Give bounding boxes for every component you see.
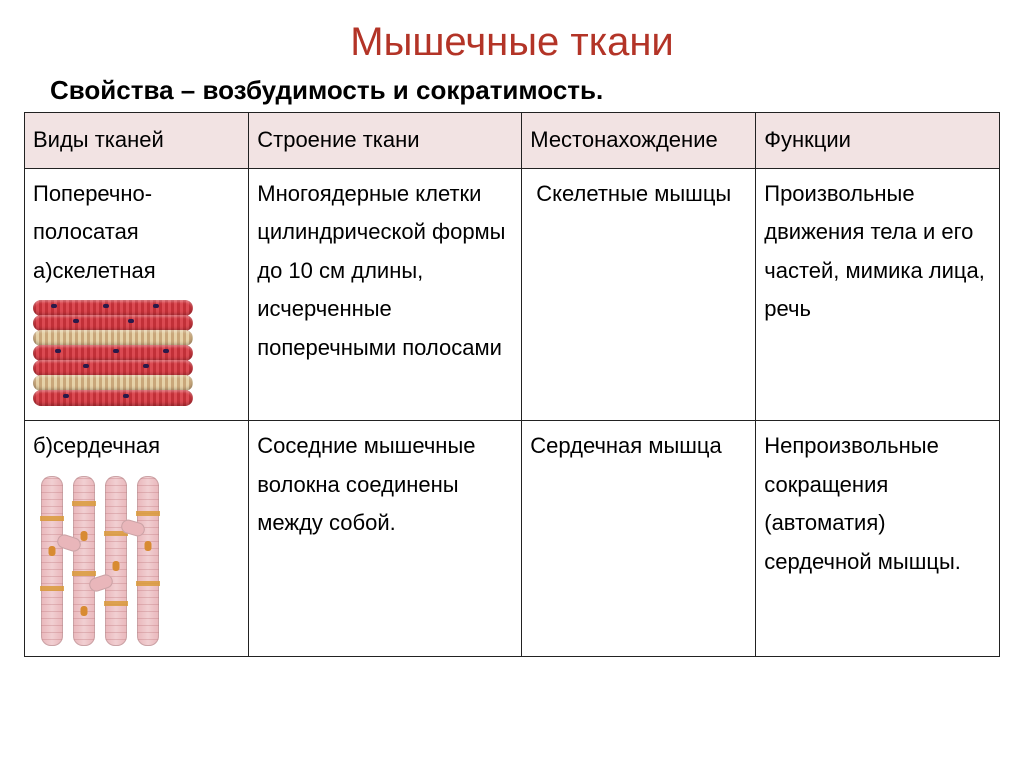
cell-type: Поперечно-полосатая а)скелетная xyxy=(25,168,249,421)
table-row: Поперечно-полосатая а)скелетная xyxy=(25,168,1000,421)
table-header-row: Виды тканей Строение ткани Местонахожден… xyxy=(25,113,1000,169)
cell-type: б)сердечная xyxy=(25,421,249,657)
cardiac-muscle-icon xyxy=(33,476,240,646)
page-title: Мышечные ткани xyxy=(24,20,1000,65)
tissue-table: Виды тканей Строение ткани Местонахожден… xyxy=(24,112,1000,657)
col-header: Местонахождение xyxy=(522,113,756,169)
col-header: Виды тканей xyxy=(25,113,249,169)
cell-function: Непроизвольные сокращения (автоматия) се… xyxy=(756,421,1000,657)
subtitle: Свойства – возбудимость и сократимость. xyxy=(24,75,1000,106)
col-header: Строение ткани xyxy=(249,113,522,169)
skeletal-muscle-icon xyxy=(33,300,240,410)
col-header: Функции xyxy=(756,113,1000,169)
cell-structure: Многоядерные клетки цилиндрической формы… xyxy=(249,168,522,421)
type-text: Поперечно-полосатая а)скелетная xyxy=(33,175,240,291)
cell-location: Сердечная мышца xyxy=(522,421,756,657)
type-text: б)сердечная xyxy=(33,427,240,466)
cell-structure: Соседние мышечные волокна соединены межд… xyxy=(249,421,522,657)
cell-function: Произвольные движения тела и его частей,… xyxy=(756,168,1000,421)
cell-location: Скелетные мышцы xyxy=(522,168,756,421)
table-row: б)сердечная xyxy=(25,421,1000,657)
